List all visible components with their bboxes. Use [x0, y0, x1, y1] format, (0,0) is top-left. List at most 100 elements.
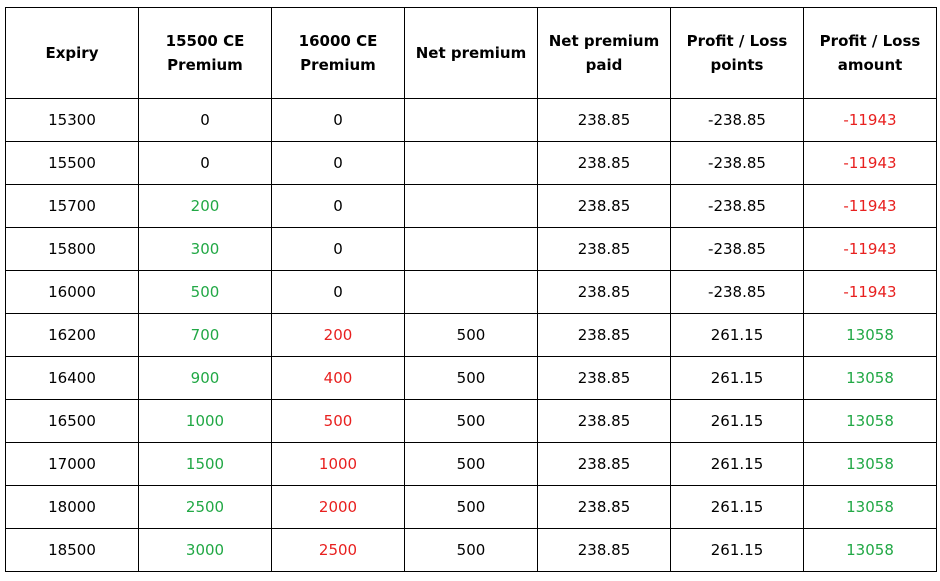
profit-loss-points-cell: -238.85 [670, 141, 804, 185]
table-row: 16200 700 200 500 238.85 261.15 13058 [5, 313, 937, 357]
ce-15500-premium-cell: 700 [138, 313, 272, 357]
header-label-line: 15500 CE [165, 32, 245, 50]
header-label-line: Expiry [45, 44, 99, 62]
ce-16000-premium-cell: 400 [271, 356, 405, 400]
header-label-line: Net premium [548, 32, 660, 50]
profit-loss-points-cell: 261.15 [670, 442, 804, 486]
net-premium-cell: 500 [404, 528, 538, 572]
profit-loss-amount-cell: 13058 [803, 356, 937, 400]
net-premium-paid-cell: 238.85 [537, 98, 671, 142]
expiry-cell: 16500 [5, 399, 139, 443]
table-row: 15700 200 0 238.85 -238.85 -11943 [5, 184, 937, 228]
table-row: 16400 900 400 500 238.85 261.15 13058 [5, 356, 937, 400]
table-row: 15800 300 0 238.85 -238.85 -11943 [5, 227, 937, 271]
header-16000-ce-premium: 16000 CE Premium [271, 7, 405, 99]
ce-15500-premium-cell: 3000 [138, 528, 272, 572]
net-premium-cell [404, 98, 538, 142]
ce-15500-premium-cell: 2500 [138, 485, 272, 529]
net-premium-cell [404, 227, 538, 271]
profit-loss-amount-cell: 13058 [803, 528, 937, 572]
table-row: 18000 2500 2000 500 238.85 261.15 13058 [5, 485, 937, 529]
table-row: 15500 0 0 238.85 -238.85 -11943 [5, 141, 937, 185]
net-premium-paid-cell: 238.85 [537, 399, 671, 443]
ce-16000-premium-cell: 0 [271, 184, 405, 228]
header-label-line: 16000 CE [298, 32, 378, 50]
profit-loss-points-cell: 261.15 [670, 356, 804, 400]
ce-16000-premium-cell: 0 [271, 98, 405, 142]
profit-loss-amount-cell: -11943 [803, 227, 937, 271]
header-label-line: Profit / Loss [686, 32, 788, 50]
profit-loss-amount-cell: -11943 [803, 184, 937, 228]
net-premium-cell: 500 [404, 399, 538, 443]
net-premium-paid-cell: 238.85 [537, 528, 671, 572]
expiry-cell: 18500 [5, 528, 139, 572]
header-label-line: paid [585, 56, 623, 74]
net-premium-paid-cell: 238.85 [537, 356, 671, 400]
net-premium-cell: 500 [404, 442, 538, 486]
ce-16000-premium-cell: 500 [271, 399, 405, 443]
profit-loss-points-cell: 261.15 [670, 528, 804, 572]
ce-15500-premium-cell: 500 [138, 270, 272, 314]
payoff-table: Expiry 15500 CE Premium 16000 CE Premium Net … [5, 7, 937, 572]
expiry-cell: 16000 [5, 270, 139, 314]
ce-15500-premium-cell: 1500 [138, 442, 272, 486]
header-label-line: Premium [167, 56, 243, 74]
header-profit-loss-amount: Profit / Loss amount [803, 7, 937, 99]
table-row: 16000 500 0 238.85 -238.85 -11943 [5, 270, 937, 314]
header-net-premium-paid: Net premium paid [537, 7, 671, 99]
header-label-line: Net premium [415, 44, 527, 62]
ce-16000-premium-cell: 0 [271, 141, 405, 185]
expiry-cell: 15800 [5, 227, 139, 271]
profit-loss-amount-cell: 13058 [803, 442, 937, 486]
net-premium-cell [404, 184, 538, 228]
profit-loss-amount-cell: 13058 [803, 485, 937, 529]
net-premium-cell [404, 270, 538, 314]
net-premium-paid-cell: 238.85 [537, 485, 671, 529]
header-label-line: Premium [300, 56, 376, 74]
header-label-line: amount [837, 56, 903, 74]
net-premium-cell: 500 [404, 356, 538, 400]
net-premium-paid-cell: 238.85 [537, 184, 671, 228]
net-premium-paid-cell: 238.85 [537, 141, 671, 185]
header-row: Expiry 15500 CE Premium 16000 CE Premium Net … [5, 7, 937, 99]
profit-loss-amount-cell: -11943 [803, 98, 937, 142]
ce-15500-premium-cell: 200 [138, 184, 272, 228]
ce-16000-premium-cell: 0 [271, 270, 405, 314]
ce-15500-premium-cell: 300 [138, 227, 272, 271]
net-premium-paid-cell: 238.85 [537, 442, 671, 486]
net-premium-cell [404, 141, 538, 185]
profit-loss-points-cell: 261.15 [670, 399, 804, 443]
ce-15500-premium-cell: 1000 [138, 399, 272, 443]
profit-loss-points-cell: -238.85 [670, 98, 804, 142]
header-expiry: Expiry [5, 7, 139, 99]
header-15500-ce-premium: 15500 CE Premium [138, 7, 272, 99]
net-premium-paid-cell: 238.85 [537, 313, 671, 357]
profit-loss-points-cell: 261.15 [670, 485, 804, 529]
table-header: Expiry 15500 CE Premium 16000 CE Premium Net … [5, 7, 937, 99]
profit-loss-points-cell: -238.85 [670, 270, 804, 314]
profit-loss-points-cell: 261.15 [670, 313, 804, 357]
ce-15500-premium-cell: 900 [138, 356, 272, 400]
ce-16000-premium-cell: 1000 [271, 442, 405, 486]
expiry-cell: 16200 [5, 313, 139, 357]
ce-16000-premium-cell: 2000 [271, 485, 405, 529]
expiry-cell: 16400 [5, 356, 139, 400]
profit-loss-amount-cell: 13058 [803, 399, 937, 443]
net-premium-cell: 500 [404, 313, 538, 357]
profit-loss-amount-cell: -11943 [803, 270, 937, 314]
table-row: 17000 1500 1000 500 238.85 261.15 13058 [5, 442, 937, 486]
table-row: 18500 3000 2500 500 238.85 261.15 13058 [5, 528, 937, 572]
ce-16000-premium-cell: 2500 [271, 528, 405, 572]
ce-15500-premium-cell: 0 [138, 98, 272, 142]
expiry-cell: 15300 [5, 98, 139, 142]
header-net-premium: Net premium [404, 7, 538, 99]
table-row: 16500 1000 500 500 238.85 261.15 13058 [5, 399, 937, 443]
profit-loss-points-cell: -238.85 [670, 227, 804, 271]
net-premium-paid-cell: 238.85 [537, 227, 671, 271]
profit-loss-points-cell: -238.85 [670, 184, 804, 228]
header-label-line: Profit / Loss [819, 32, 921, 50]
header-profit-loss-points: Profit / Loss points [670, 7, 804, 99]
ce-16000-premium-cell: 0 [271, 227, 405, 271]
table-row: 15300 0 0 238.85 -238.85 -11943 [5, 98, 937, 142]
ce-15500-premium-cell: 0 [138, 141, 272, 185]
